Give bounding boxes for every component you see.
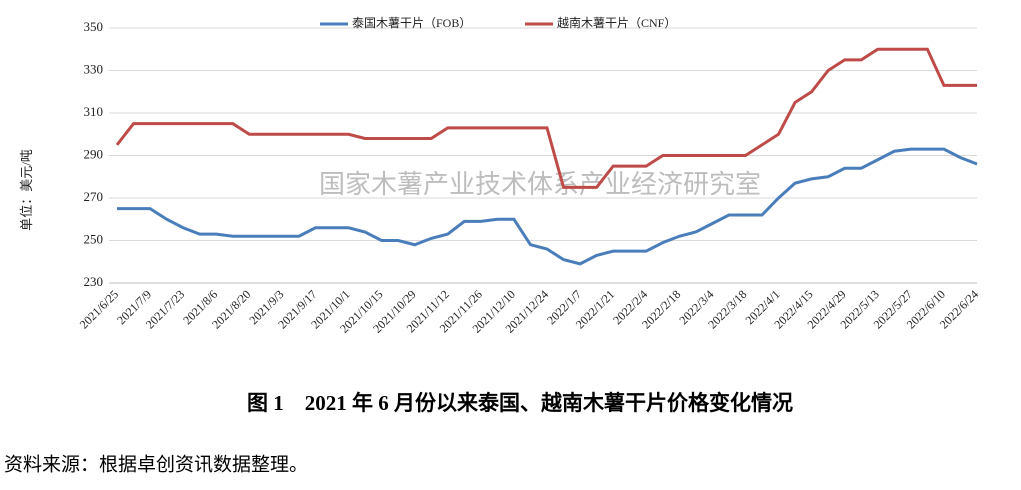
caption: 图 1 2021 年 6 月份以来泰国、越南木薯干片价格变化情况 (247, 391, 793, 415)
y-tick-label: 270 (84, 189, 104, 204)
y-tick-label: 290 (84, 146, 104, 161)
y-tick-label: 330 (84, 61, 104, 76)
watermark: 国家木薯产业技术体系产业经济研究室 (319, 170, 761, 199)
y-tick-label: 350 (84, 19, 104, 34)
line-series (117, 147, 978, 266)
legend-label: 越南木薯干片（CNF） (557, 15, 676, 30)
y-axis-label: 单位：美元/吨 (19, 149, 34, 231)
source-note: 资料来源：根据卓创资讯数据整理。 (4, 453, 308, 475)
x-tick-label: 2021/6/25 (77, 287, 121, 331)
y-tick-label: 310 (84, 104, 104, 119)
y-tick-label: 250 (84, 231, 104, 246)
y-tick-label: 230 (84, 274, 104, 289)
legend-label: 泰国木薯干片（FOB） (352, 16, 471, 30)
line-series (115, 47, 977, 189)
